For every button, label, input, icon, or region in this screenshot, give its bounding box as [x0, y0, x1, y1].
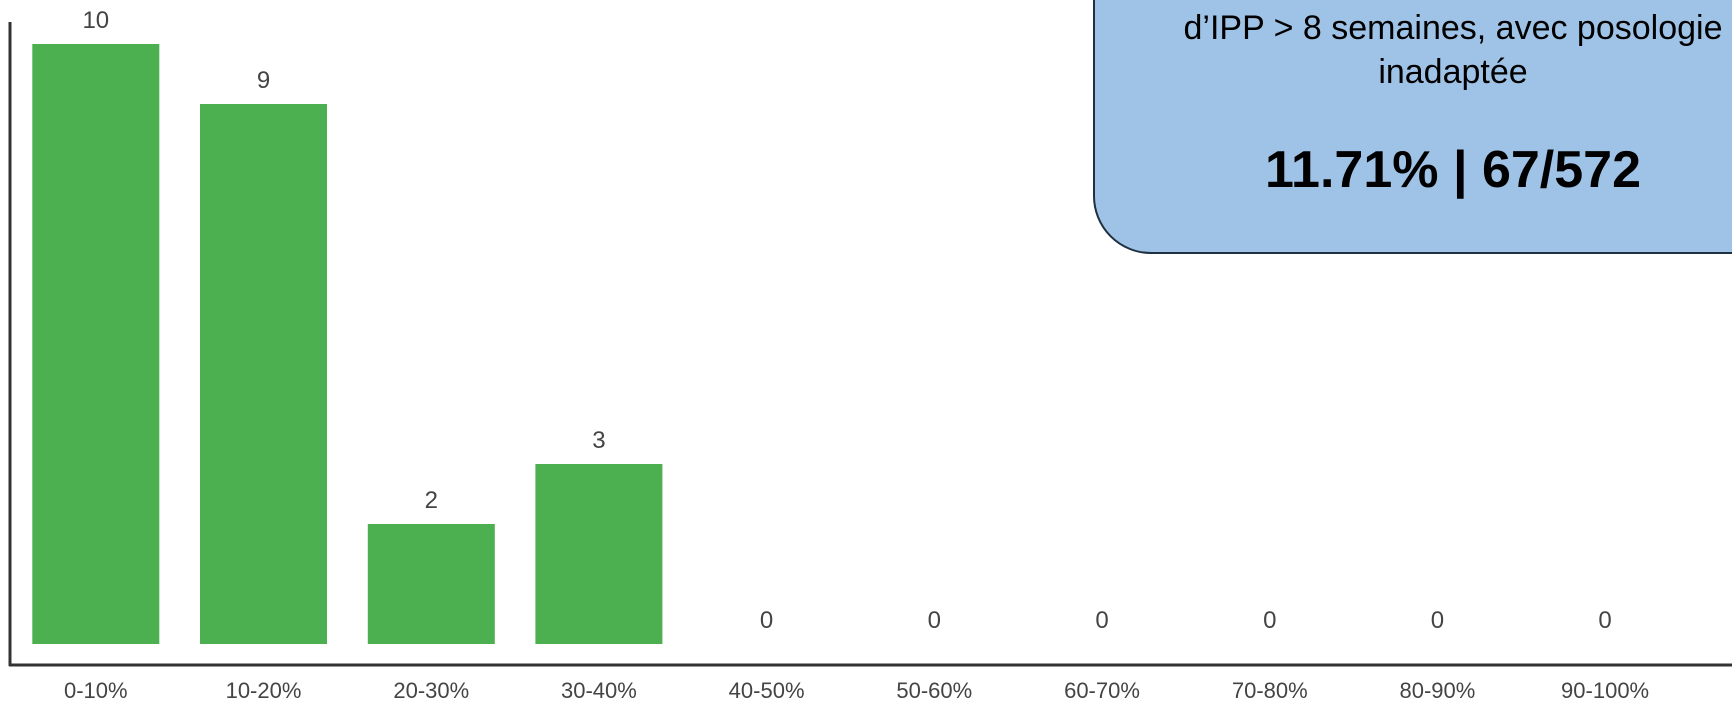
callout-statistic: 11.71% | 67/572 — [1265, 141, 1641, 199]
x-tick-label-90-100%: 90-100% — [1561, 678, 1649, 703]
x-tick-label-20-30%: 20-30% — [393, 678, 469, 703]
x-tick-label-50-60%: 50-60% — [896, 678, 972, 703]
x-tick-label-0-10%: 0-10% — [64, 678, 128, 703]
value-label-10-20%: 9 — [257, 67, 270, 94]
x-tick-labels-group: 0-10% 10-20% 20-30% 30-40% 40-50% 50-60% 60-70… — [64, 678, 1649, 703]
callout-line-2: d’IPP > 8 semaines, avec posologie — [1183, 9, 1723, 47]
value-labels-group: 10 9 2 3 0 0 0 0 0 0 — [82, 7, 1611, 634]
value-label-60-70%: 0 — [1095, 607, 1108, 634]
callout-description: … d’IPP > 8 semaines, avec posologie ina… — [1093, 0, 1732, 94]
bar-0-10% — [32, 44, 160, 644]
value-label-80-90%: 0 — [1431, 607, 1444, 634]
x-tick-label-10-20%: 10-20% — [226, 678, 302, 703]
x-tick-label-40-50%: 40-50% — [729, 678, 805, 703]
x-tick-label-80-90%: 80-90% — [1399, 678, 1475, 703]
bars-group — [32, 44, 663, 644]
x-tick-label-30-40%: 30-40% — [561, 678, 637, 703]
summary-callout-content: … d’IPP > 8 semaines, avec posologie ina… — [1093, 0, 1732, 254]
value-label-70-80%: 0 — [1263, 607, 1276, 634]
bar-20-30% — [367, 524, 495, 644]
value-label-30-40%: 3 — [592, 427, 605, 454]
x-tick-label-70-80%: 70-80% — [1232, 678, 1308, 703]
bar-10-20% — [200, 104, 327, 644]
x-tick-label-60-70%: 60-70% — [1064, 678, 1140, 703]
value-label-20-30%: 2 — [425, 487, 438, 514]
summary-callout-box — [1093, 0, 1732, 254]
callout-line-1: … — [1093, 0, 1732, 6]
value-label-90-100%: 0 — [1598, 607, 1611, 634]
callout-line-3: inadaptée — [1378, 53, 1528, 91]
value-label-50-60%: 0 — [928, 607, 941, 634]
bar-30-40% — [535, 464, 663, 644]
value-label-40-50%: 0 — [760, 607, 773, 634]
value-label-0-10%: 10 — [82, 7, 109, 34]
